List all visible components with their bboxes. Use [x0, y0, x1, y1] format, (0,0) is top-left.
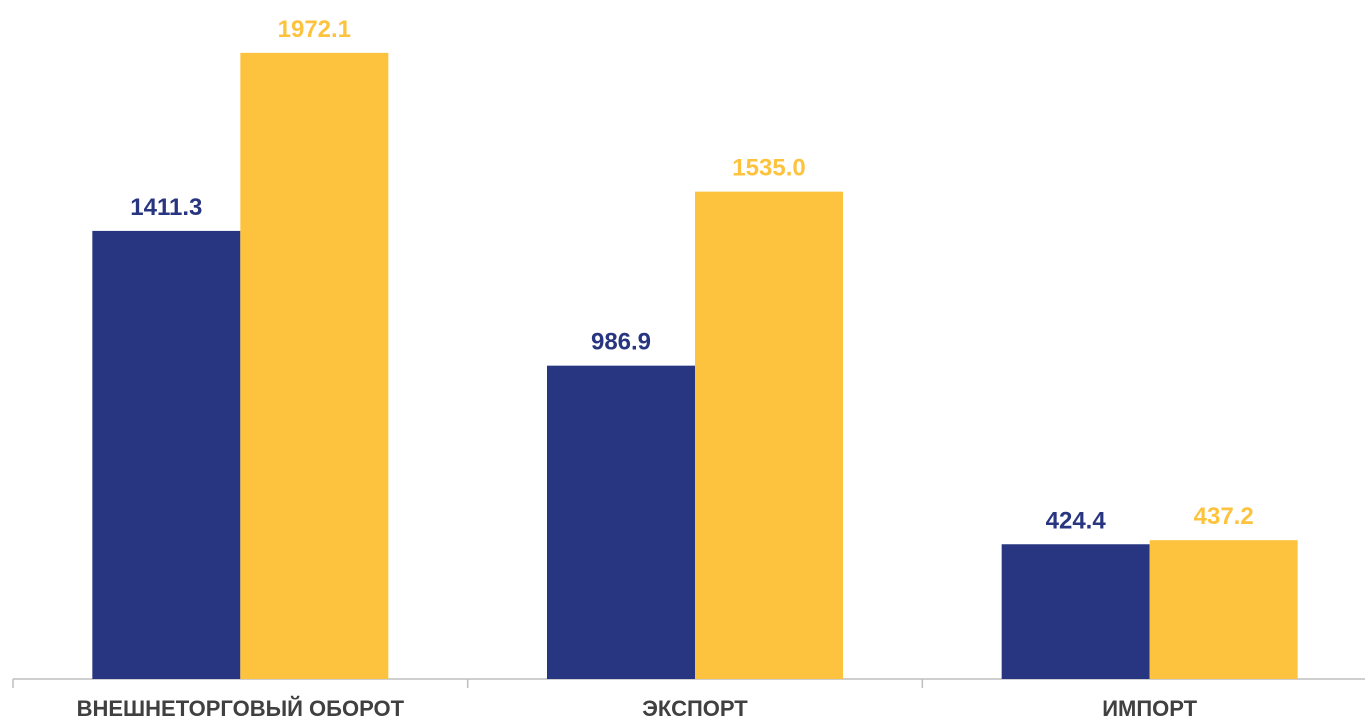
- data-label-1-series-1: 1535.0: [732, 155, 805, 182]
- data-label-1-series-0: 986.9: [591, 329, 651, 356]
- bar-2-series-1: [1149, 540, 1298, 679]
- category-label: ИМПОРТ: [1102, 696, 1197, 721]
- category-label: ЭКСПОРТ: [642, 696, 748, 721]
- data-label-0-series-0: 1411.3: [130, 194, 202, 221]
- bar-0-series-0: [92, 230, 241, 680]
- data-label-2-series-0: 424.4: [1046, 507, 1107, 534]
- data-label-0-series-1: 1972.1: [278, 16, 351, 43]
- bar-1-series-1: [695, 191, 843, 679]
- bar-0-series-1: [240, 52, 389, 679]
- bar-1-series-0: [547, 365, 695, 679]
- data-label-2-series-1: 437.2: [1194, 503, 1254, 530]
- bar-2-series-0: [1001, 544, 1150, 679]
- category-label: ВНЕШНЕТОРГОВЫЙ ОБОРОТ: [77, 696, 405, 721]
